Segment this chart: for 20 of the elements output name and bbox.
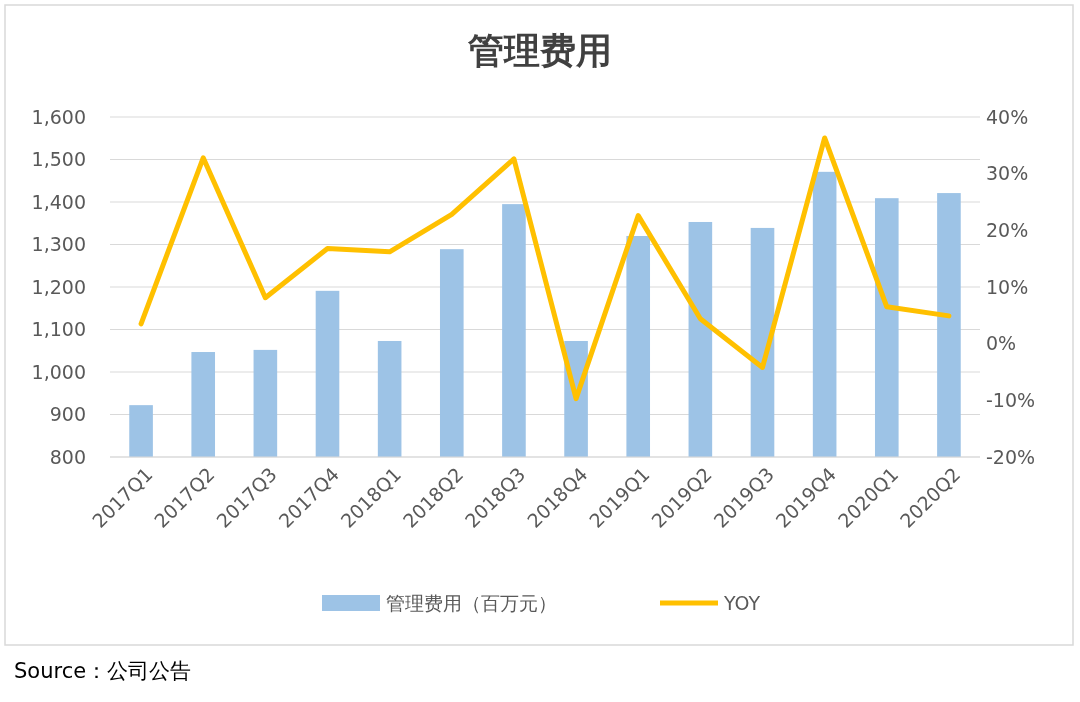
y2-tick-label: 20% (986, 218, 1029, 241)
y-tick-label: 1,100 (31, 318, 86, 341)
y-tick-label: 800 (49, 445, 86, 468)
chart-title: 管理费用 (467, 30, 612, 71)
y2-tick-label: 30% (986, 162, 1029, 185)
y-tick-label: 1,400 (31, 190, 86, 213)
legend-label: 管理费用（百万元） (386, 591, 557, 614)
y2-tick-label: -20% (986, 445, 1036, 468)
y-tick-label: 1,500 (31, 148, 86, 171)
y2-tick-label: -10% (986, 388, 1036, 411)
y-tick-label: 1,200 (31, 275, 86, 298)
legend-label: YOY (723, 591, 761, 614)
source-note: Source：公司公告 (14, 659, 192, 683)
y2-tick-label: 10% (986, 275, 1029, 298)
y-tick-label: 900 (49, 403, 86, 426)
y-tick-label: 1,300 (31, 233, 86, 256)
y2-tick-label: 0% (986, 332, 1017, 355)
y-tick-label: 1,600 (31, 105, 86, 128)
y-tick-label: 1,000 (31, 360, 86, 383)
y2-tick-label: 40% (986, 105, 1029, 128)
